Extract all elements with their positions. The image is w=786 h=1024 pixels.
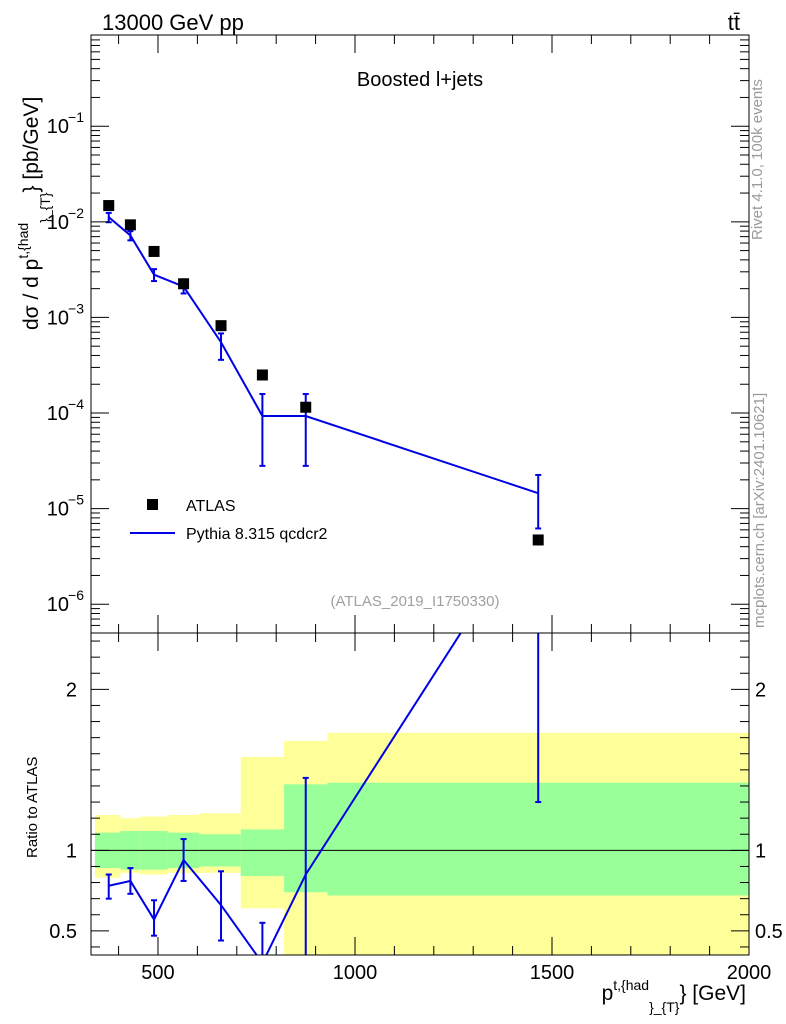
ratio-ytick-label-right: 1	[755, 840, 766, 862]
main-ylabel-sup: t,{had	[15, 223, 31, 259]
main-ytick-base: 10	[47, 499, 69, 521]
main-ytick-label: 10	[47, 116, 69, 138]
legend-atlas-label: ATLAS	[186, 498, 236, 515]
data-point	[103, 200, 115, 212]
main-ylabel: dσ / d pt,{had }_{T}} [pb/GeV]	[15, 97, 53, 330]
ratio-panel-frame	[90, 632, 750, 956]
ratio-ytick-label-right: 0.5	[755, 921, 783, 943]
main-ylabel-tail: } [pb/GeV]	[20, 97, 43, 193]
main-ytick-label: 10	[47, 212, 69, 234]
ratio-mc-line	[108, 633, 462, 955]
main-ytick-label: 10	[47, 307, 69, 329]
data-point	[215, 320, 227, 332]
ratio-xtick-label: 1500	[530, 962, 575, 984]
legend-mc-label: Pythia 8.315 qcdcr2	[186, 526, 328, 543]
main-ytick-exponent: −6	[68, 587, 84, 603]
main-ytick-exponent: −4	[68, 396, 84, 412]
ratio-ytick-label-right: 2	[755, 679, 766, 701]
main-ytick-base: 10	[47, 594, 69, 616]
process-label: tt̄	[728, 10, 740, 35]
main-ytick-base: 10	[47, 307, 69, 329]
ratio-ytick-label: 0.5	[49, 921, 77, 943]
main-ylabel-sub: }_{T}	[37, 192, 53, 223]
mc-line	[108, 216, 539, 495]
main-ytick-base: 10	[47, 212, 69, 234]
main-plot-area	[103, 200, 544, 546]
ratio-xtick-label: 2000	[727, 962, 772, 984]
xlabel-tail: } [GeV]	[679, 982, 746, 1005]
ratio-ytick-label: 1	[66, 840, 77, 862]
main-ytick-base: 10	[47, 116, 69, 138]
data-point	[300, 401, 312, 413]
legend: ATLAS Pythia 8.315 qcdcr2	[130, 498, 328, 543]
main-ytick-exponent: −5	[68, 492, 84, 508]
main-ytick-exponent: −2	[68, 205, 84, 221]
mcplots-label: mcplots.cern.ch [arXiv:2401.10621]	[751, 393, 768, 628]
ratio-band-inner	[240, 829, 285, 877]
ratio-xlabel: pt,{had}_{T}} [GeV]	[602, 977, 746, 1015]
ratio-xtick-label: 500	[141, 962, 174, 984]
xlabel-sub: }_{T}	[649, 999, 680, 1015]
data-point	[148, 245, 160, 257]
rivet-label: Rivet 4.1.0, 100k events	[749, 79, 766, 240]
ratio-xtick-label: 1000	[333, 962, 378, 984]
main-ylabel-main: dσ / d p	[20, 259, 43, 330]
main-ytick-label: 10	[47, 499, 69, 521]
ratio-ytick-label: 2	[66, 679, 77, 701]
data-point	[256, 369, 268, 381]
ratio-plot-area	[91, 633, 749, 955]
main-plot-title: Boosted l+jets	[357, 69, 483, 91]
ratio-clipped-content	[91, 633, 749, 955]
xlabel-main: p	[602, 982, 614, 1005]
ratio-axis-ticks: 0.5 0.5 1 1 2 2 500 1000 1500 2000	[49, 633, 783, 984]
data-point	[124, 219, 136, 231]
data-point	[532, 534, 544, 546]
main-axis-ticks: 10−610−510−410−310−210−1	[47, 34, 750, 634]
main-ytick-exponent: −3	[68, 300, 84, 316]
main-ytick-exponent: −1	[68, 109, 84, 125]
main-ytick-label: 10	[47, 403, 69, 425]
data-point	[178, 278, 190, 290]
legend-atlas-marker	[147, 499, 158, 510]
analysis-watermark: (ATLAS_2019_I1750330)	[330, 593, 499, 610]
xlabel-sup: t,{had	[613, 977, 649, 993]
main-ytick-base: 10	[47, 403, 69, 425]
main-panel-frame	[90, 34, 750, 634]
main-ytick-label: 10	[47, 594, 69, 616]
ratio-ylabel: Ratio to ATLAS	[24, 757, 41, 858]
energy-label: 13000 GeV pp	[102, 10, 244, 35]
